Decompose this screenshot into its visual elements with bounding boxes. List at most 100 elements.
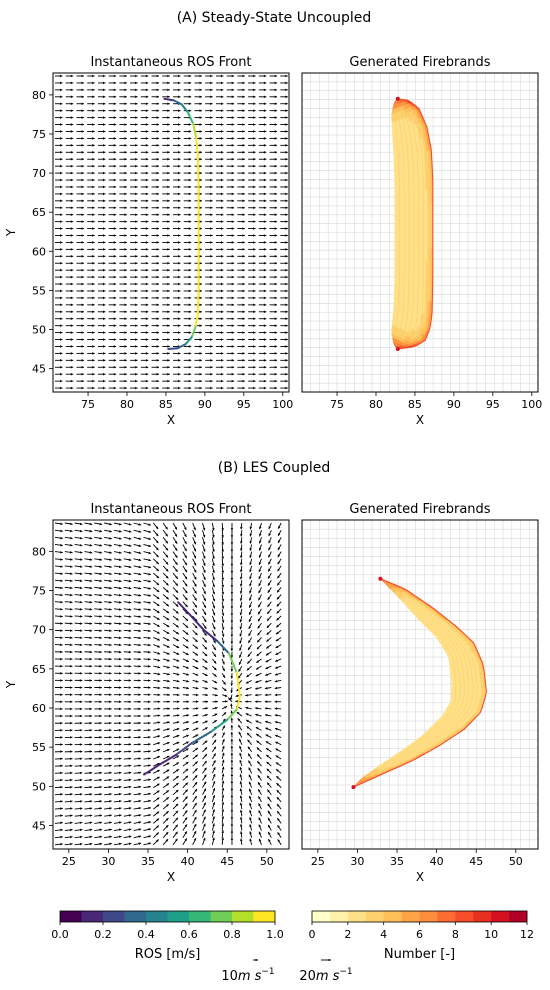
wind-arrow-head bbox=[109, 522, 112, 526]
wind-arrow-head bbox=[60, 714, 63, 718]
firebrand-cell bbox=[425, 232, 429, 239]
wind-arrow-head bbox=[156, 303, 160, 307]
wind-arrow-head bbox=[255, 713, 258, 717]
wind-arrow-head bbox=[222, 654, 225, 658]
wind-arrow-head bbox=[274, 255, 278, 258]
wind-arrow-head bbox=[212, 612, 216, 616]
wind-arrow-head bbox=[60, 359, 63, 362]
wind-arrow-head bbox=[70, 785, 73, 789]
firebrand-cell bbox=[403, 163, 407, 170]
firebrand-cell bbox=[413, 231, 417, 238]
firebrand-cell bbox=[420, 223, 424, 229]
wind-arrow-head bbox=[186, 659, 189, 662]
wind-arrow-head bbox=[70, 289, 74, 293]
wind-arrow-head bbox=[60, 672, 63, 675]
wind-arrow-head bbox=[221, 130, 224, 133]
firebrand-cell bbox=[396, 265, 400, 271]
wind-arrow-head bbox=[221, 157, 224, 161]
wind-arrow-head bbox=[222, 661, 225, 665]
wind-arrow-head bbox=[264, 700, 268, 704]
wind-arrow-head bbox=[156, 227, 160, 230]
wind-arrow-head bbox=[231, 213, 235, 216]
wind-arrow-head bbox=[267, 590, 271, 593]
wind-arrow-head bbox=[60, 386, 63, 390]
wind-arrow-head bbox=[89, 700, 93, 704]
wind-arrow-head bbox=[230, 620, 234, 623]
wind-arrow-head bbox=[124, 199, 127, 203]
wind-arrow-head bbox=[285, 109, 288, 112]
wind-arrow-head bbox=[113, 102, 117, 106]
firebrand-cell bbox=[411, 195, 414, 201]
wind-arrow-head bbox=[156, 268, 160, 272]
wind-arrow-head bbox=[239, 759, 242, 763]
firebrand-cell bbox=[413, 227, 417, 233]
wind-arrow-head bbox=[224, 694, 228, 697]
wind-arrow-head bbox=[178, 261, 181, 265]
wind-arrow-head bbox=[60, 199, 63, 203]
firebrand-cell bbox=[427, 257, 431, 263]
wind-arrow-head bbox=[113, 303, 117, 307]
wind-arrow-head bbox=[212, 577, 215, 581]
wind-arrow-head bbox=[135, 372, 138, 376]
wind-arrow-head bbox=[184, 583, 188, 587]
wind-arrow-head bbox=[176, 776, 179, 779]
wind-arrow-head bbox=[253, 144, 256, 147]
wind-arrow-head bbox=[60, 164, 63, 168]
firebrand-cell bbox=[393, 160, 397, 167]
wind-arrow-head bbox=[253, 109, 256, 112]
wind-arrow-head bbox=[70, 95, 74, 99]
wind-arrow-head bbox=[203, 563, 206, 566]
wind-arrow-head bbox=[193, 541, 196, 545]
wind-arrow-head bbox=[221, 556, 225, 560]
wind-arrow-head bbox=[285, 338, 288, 341]
wind-arrow-head bbox=[60, 707, 63, 711]
firebrand-cell bbox=[408, 172, 412, 178]
wind-arrow-head bbox=[221, 773, 225, 777]
firebrand-cell bbox=[425, 189, 429, 196]
y-tick-label: 55 bbox=[32, 284, 46, 297]
wind-arrow-head bbox=[103, 199, 106, 203]
wind-arrow-head bbox=[193, 527, 196, 531]
wind-arrow-head bbox=[231, 102, 235, 106]
firebrand-cell bbox=[394, 264, 398, 270]
wind-arrow-head bbox=[185, 762, 189, 765]
wind-arrow-head bbox=[230, 773, 234, 776]
wind-arrow-head bbox=[194, 789, 197, 792]
wind-arrow-head bbox=[113, 338, 117, 341]
firebrand-cell bbox=[425, 223, 429, 229]
firebrand-cell bbox=[406, 244, 410, 251]
wind-arrow-head bbox=[156, 199, 160, 203]
wind-arrow-head bbox=[210, 171, 213, 175]
wind-arrow-head bbox=[128, 629, 132, 633]
wind-arrow-head bbox=[285, 345, 288, 348]
wind-arrow-head bbox=[157, 742, 161, 745]
wind-arrow-head bbox=[167, 130, 170, 133]
wind-arrow-head bbox=[103, 116, 106, 119]
wind-arrow-head bbox=[156, 603, 160, 606]
firebrand-cell bbox=[418, 199, 422, 205]
wind-arrow-head bbox=[145, 365, 149, 369]
wind-arrow-head bbox=[128, 622, 132, 625]
wind-arrow-head bbox=[138, 686, 141, 689]
wind-arrow-head bbox=[274, 289, 278, 293]
wind-arrow-head bbox=[199, 234, 202, 237]
wind-arrow-head bbox=[89, 643, 93, 647]
wind-arrow-head bbox=[213, 767, 216, 770]
wind-arrow-head bbox=[167, 721, 170, 724]
firebrand-cell bbox=[403, 186, 407, 192]
wind-arrow-head bbox=[60, 123, 63, 126]
wind-arrow-head bbox=[212, 598, 216, 602]
wind-arrow-head bbox=[124, 109, 127, 112]
wind-arrow-head bbox=[103, 130, 106, 133]
wind-arrow-head bbox=[213, 633, 216, 637]
wind-arrow-head bbox=[128, 601, 132, 604]
wind-arrow-head bbox=[285, 268, 288, 272]
wind-arrow-head bbox=[167, 102, 170, 106]
wind-arrow-head bbox=[231, 157, 235, 161]
wind-arrow-head bbox=[210, 137, 213, 140]
wind-arrow-head bbox=[285, 282, 288, 286]
wind-arrow-head bbox=[81, 386, 84, 390]
wind-arrow-head bbox=[70, 331, 74, 334]
wind-arrow-head bbox=[166, 617, 170, 621]
